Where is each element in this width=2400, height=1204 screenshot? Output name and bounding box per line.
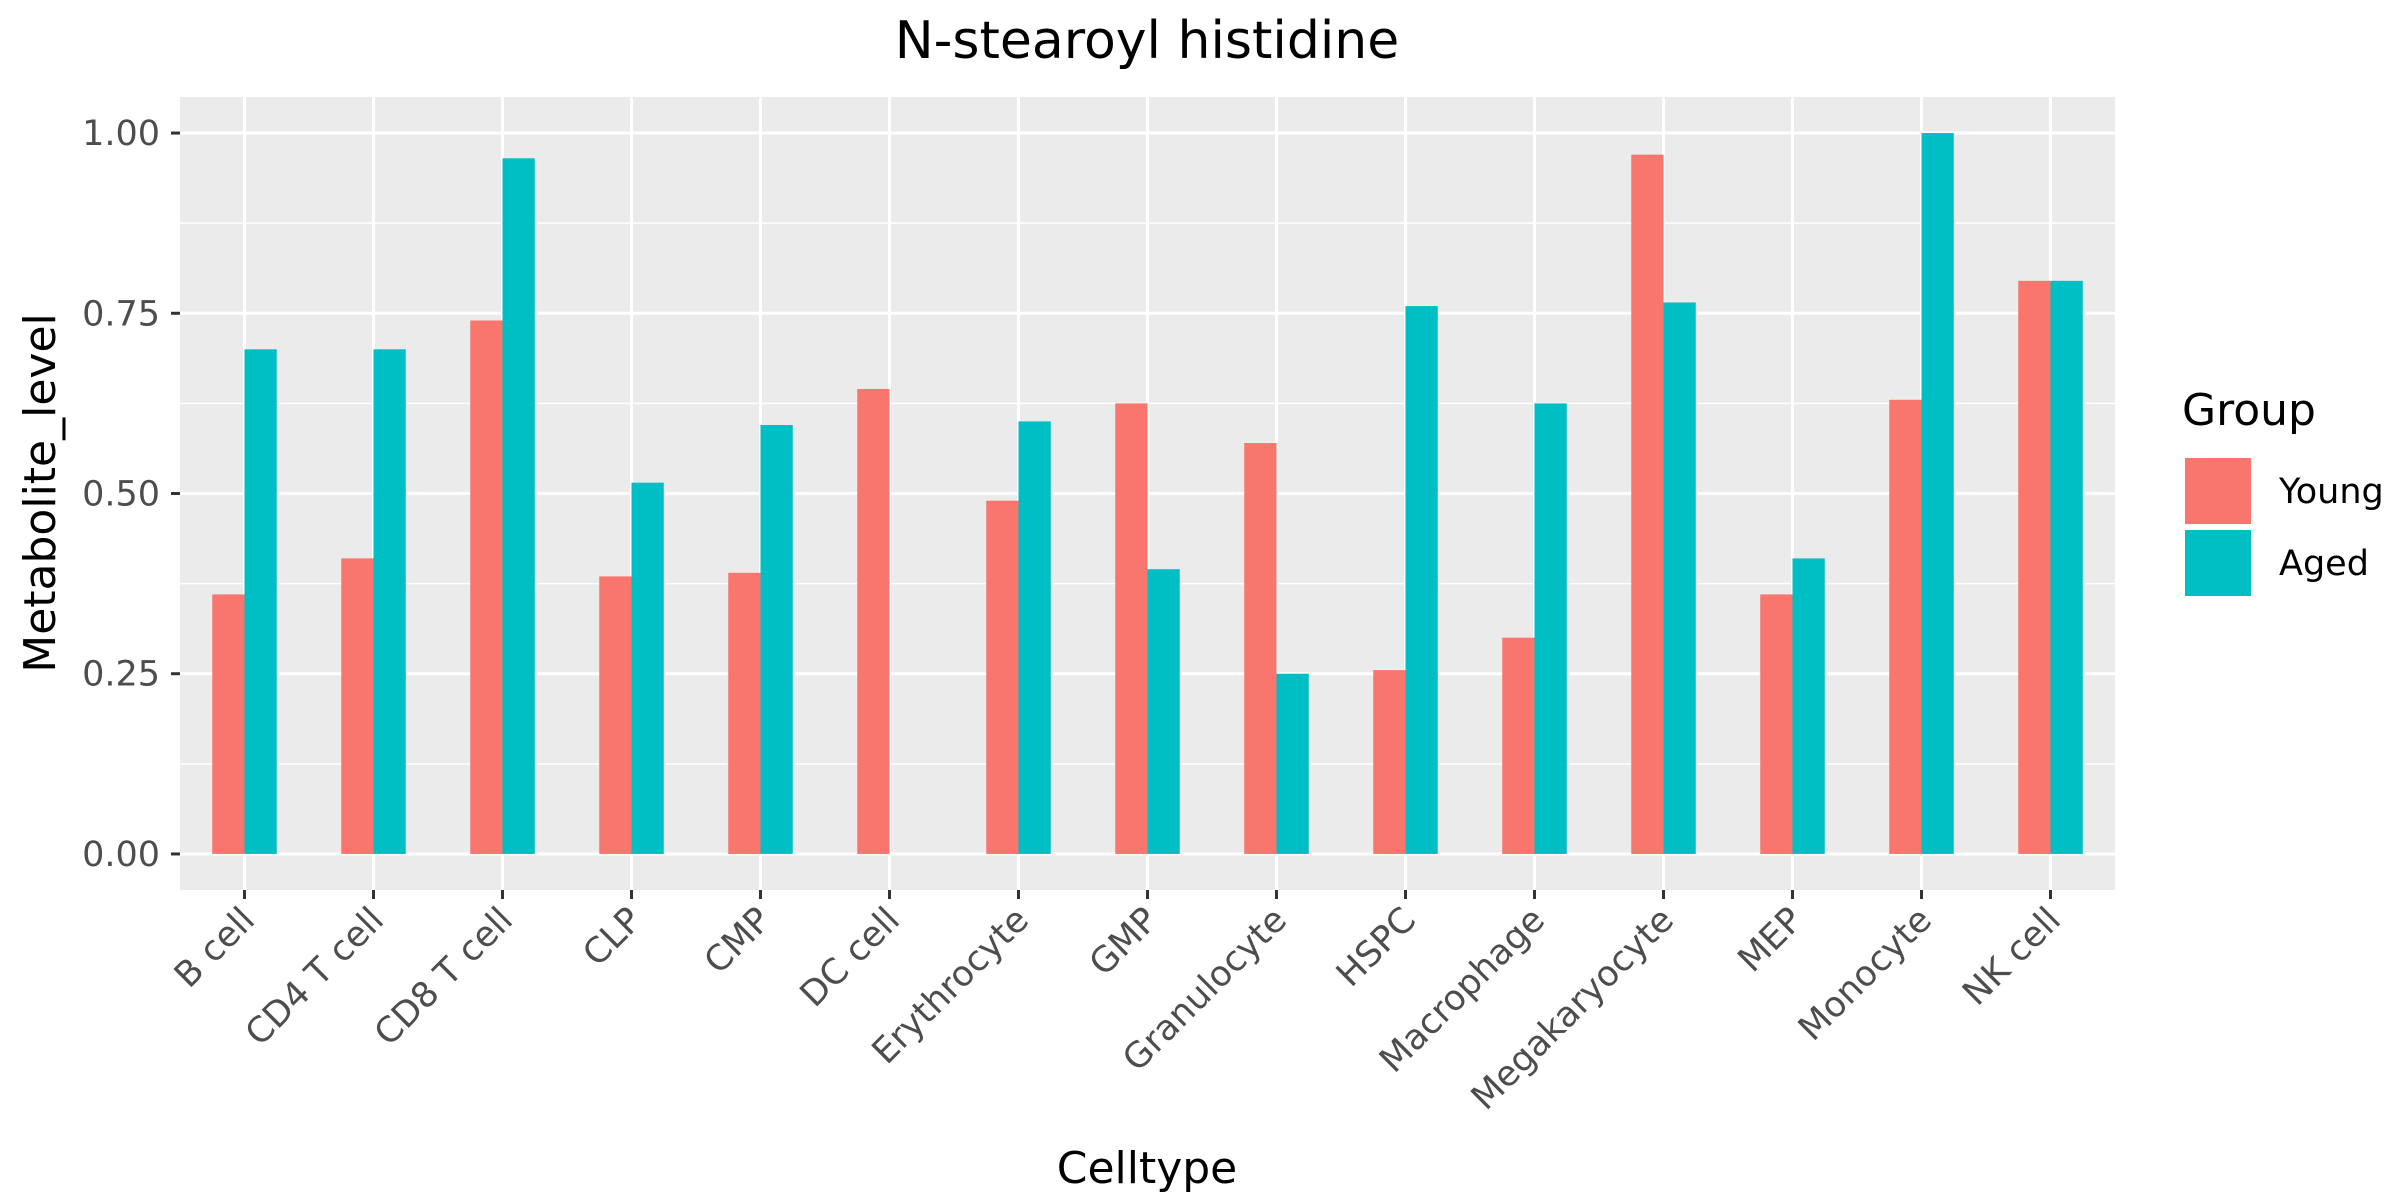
bar-young (1889, 399, 1922, 854)
y-tick-label: 1.00 (82, 114, 160, 154)
bar-aged (373, 349, 406, 854)
bar-young (341, 558, 374, 854)
bar-aged (631, 482, 664, 854)
bar-young (599, 576, 632, 854)
bar-aged (760, 425, 793, 854)
y-tick-label: 0.75 (82, 294, 160, 334)
bar-aged (1276, 673, 1309, 854)
bar-young (2018, 280, 2051, 854)
bars (212, 133, 2083, 854)
bar-aged (1147, 569, 1180, 854)
bar-aged (1018, 421, 1051, 854)
legend-key-young (2185, 458, 2251, 524)
bar-young (470, 320, 503, 854)
y-axis-title: Metabolite_level (15, 313, 66, 673)
y-tick-label: 0.00 (82, 835, 160, 875)
legend-title: Group (2182, 385, 2316, 436)
bar-aged (1792, 558, 1825, 854)
bar-young (1760, 594, 1793, 854)
legend-label-young: Young (2278, 472, 2384, 512)
bar-young (1115, 403, 1148, 854)
chart-title: N-stearoyl histidine (895, 11, 1400, 71)
bar-young (857, 388, 890, 854)
bar-aged (1405, 306, 1438, 854)
bar-young (1244, 443, 1277, 854)
bar-aged (1921, 133, 1954, 854)
bar-young (212, 594, 245, 854)
x-axis-title: Celltype (1057, 1143, 1238, 1194)
bar-aged (244, 349, 277, 854)
legend-key-aged (2185, 530, 2251, 596)
y-tick-label: 0.50 (82, 475, 160, 515)
legend-label-aged: Aged (2279, 544, 2369, 584)
legend: Group Young Aged (2182, 385, 2384, 596)
bar-young (1502, 637, 1535, 854)
bar-young (986, 500, 1019, 854)
y-axis: 0.00 0.25 0.50 0.75 1.00 (82, 114, 180, 875)
bar-aged (1534, 403, 1567, 854)
bar-young (1373, 670, 1406, 854)
bar-aged (502, 158, 535, 854)
bar-aged (2050, 280, 2083, 854)
bar-young (728, 572, 761, 854)
bar-young (1631, 154, 1664, 854)
bar-aged (1663, 302, 1696, 854)
y-tick-label: 0.25 (82, 655, 160, 695)
